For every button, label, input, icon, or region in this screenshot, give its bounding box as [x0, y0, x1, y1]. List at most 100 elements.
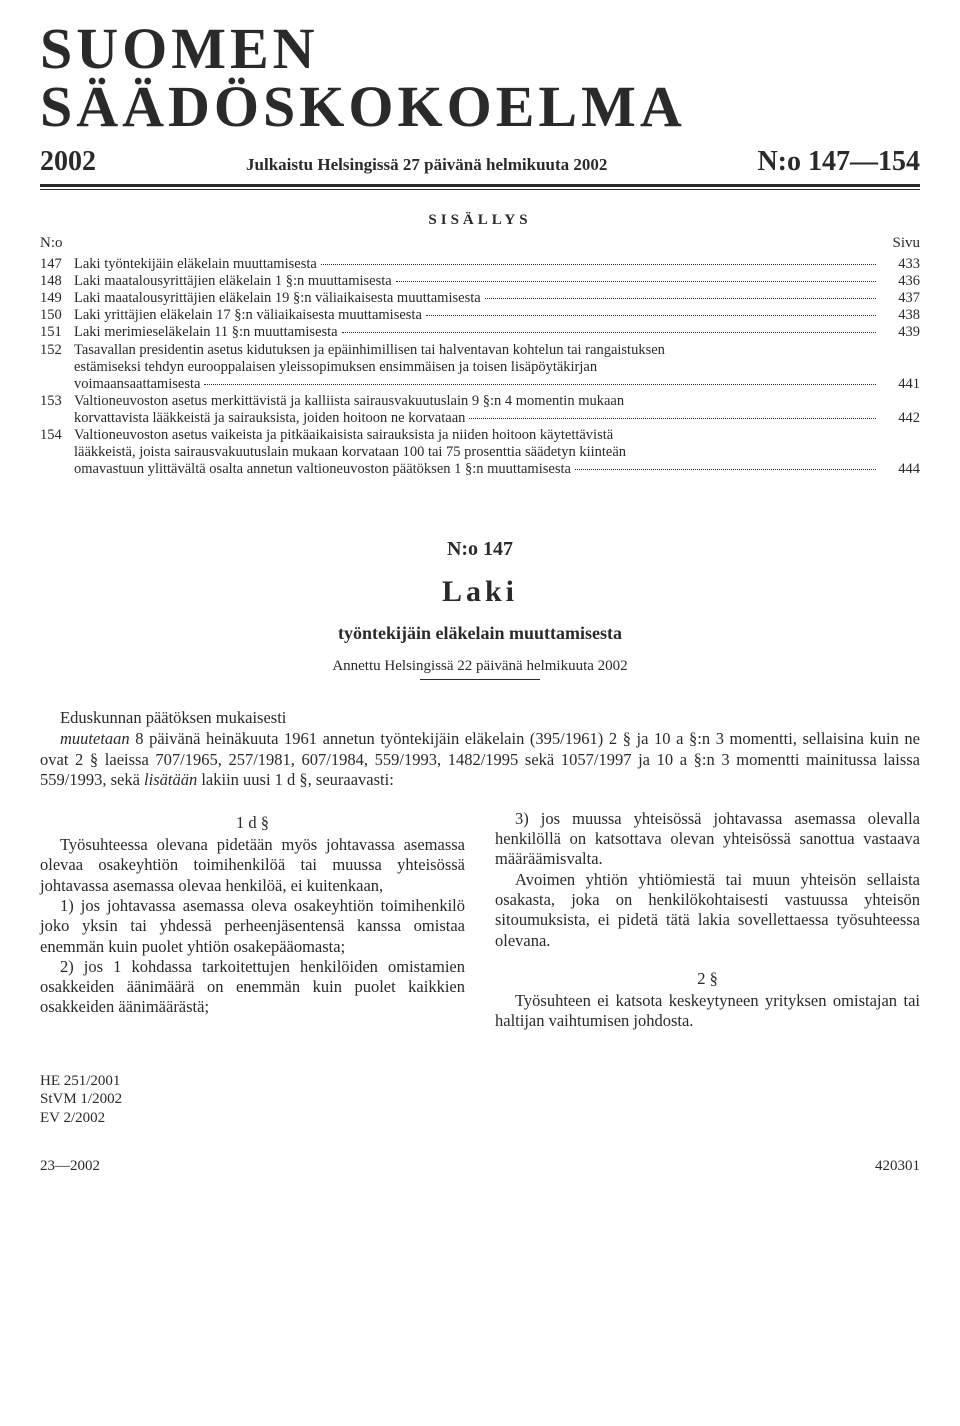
toc-item-no: 148 [40, 273, 74, 290]
toc-item-page: 442 [880, 410, 920, 427]
toc-item-desc: lääkkeistä, joista sairausvakuutuslain m… [74, 444, 880, 461]
footer-right: 420301 [875, 1158, 920, 1175]
toc-row: 154Valtioneuvoston asetus vaikeista ja p… [40, 427, 920, 444]
intro-line-2: muutetaan 8 päivänä heinäkuuta 1961 anne… [40, 729, 920, 791]
intro-paragraph: Eduskunnan päätöksen mukaisesti muutetaa… [40, 708, 920, 791]
act-heading-block: N:o 147 Laki työntekijäin eläkelain muut… [40, 538, 920, 680]
dotted-leader [342, 332, 876, 333]
toc-row: omavastuun ylittävältä osalta annetun va… [40, 461, 920, 478]
section-2-label: 2 § [495, 969, 920, 989]
toc-row: korvattavista lääkkeistä ja sairauksista… [40, 410, 920, 427]
left-para-1: Työsuhteessa olevana pidetään myös johta… [40, 835, 465, 896]
toc-row: lääkkeistä, joista sairausvakuutuslain m… [40, 444, 920, 461]
toc-item-no: 151 [40, 324, 74, 341]
left-column: 1 d § Työsuhteessa olevana pidetään myös… [40, 809, 465, 1032]
dotted-leader [204, 384, 876, 385]
toc-item-page: 439 [880, 324, 920, 341]
ref-line: StVM 1/2002 [40, 1090, 920, 1109]
double-rule [40, 184, 920, 190]
references: HE 251/2001 StVM 1/2002 EV 2/2002 [40, 1072, 920, 1128]
toc-item-page: 437 [880, 290, 920, 307]
footer-left: 23—2002 [40, 1158, 100, 1175]
ref-line: EV 2/2002 [40, 1109, 920, 1128]
left-para-2: 1) jos johtavassa asemassa oleva osakeyh… [40, 896, 465, 957]
issue-range: N:o 147—154 [757, 146, 920, 178]
toc-item-desc: estämiseksi tehdyn eurooppalaisen yleiss… [74, 359, 880, 376]
intro-lisataan: lisätään [144, 770, 197, 789]
toc-item-desc: korvattavista lääkkeistä ja sairauksista… [74, 410, 880, 427]
intro-text-3: lakiin uusi 1 d §, seuraavasti: [197, 770, 394, 789]
toc-item-no: 152 [40, 342, 74, 359]
toc-item-desc: Laki maatalousyrittäjien eläkelain 19 §:… [74, 290, 880, 307]
toc-item-no [40, 359, 74, 376]
toc-item-no [40, 444, 74, 461]
toc-item-page: 444 [880, 461, 920, 478]
subhead-row: 2002 Julkaistu Helsingissä 27 päivänä he… [40, 146, 920, 178]
toc-item-page: 438 [880, 307, 920, 324]
toc-table: 147Laki työntekijäin eläkelain muuttamis… [40, 256, 920, 478]
right-para-2: Avoimen yhtiön yhtiömiestä tai muun yhte… [495, 870, 920, 951]
toc-item-desc: Tasavallan presidentin asetus kidutuksen… [74, 342, 880, 359]
toc-item-no: 147 [40, 256, 74, 273]
intro-muutetaan: muutetaan [60, 729, 130, 748]
toc-title: SISÄLLYS [40, 212, 920, 229]
right-column: 3) jos muussa yhteisössä johtavassa asem… [495, 809, 920, 1032]
toc-row: voimaansaattamisesta441 [40, 376, 920, 393]
left-para-3: 2) jos 1 kohdassa tarkoitettujen henkilö… [40, 957, 465, 1018]
dotted-leader [426, 315, 876, 316]
toc-item-desc: Laki yrittäjien eläkelain 17 §:n väliaik… [74, 307, 880, 324]
two-column-body: 1 d § Työsuhteessa olevana pidetään myös… [40, 809, 920, 1032]
toc-row: 153Valtioneuvoston asetus merkittävistä … [40, 393, 920, 410]
toc-row: 151Laki merimieseläkelain 11 §:n muuttam… [40, 324, 920, 341]
toc-item-no [40, 410, 74, 427]
toc-item-desc: Valtioneuvoston asetus vaikeista ja pitk… [74, 427, 880, 444]
act-word: Laki [40, 575, 920, 609]
toc-item-no: 149 [40, 290, 74, 307]
publication-year: 2002 [40, 146, 96, 178]
dotted-leader [575, 469, 876, 470]
act-given-line: Annettu Helsingissä 22 päivänä helmikuut… [40, 658, 920, 675]
toc-header-row: N:o Sivu [40, 235, 920, 252]
toc-item-desc: Laki merimieseläkelain 11 §:n muuttamise… [74, 324, 880, 341]
page-footer: 23—2002 420301 [40, 1158, 920, 1175]
dotted-leader [396, 281, 876, 282]
act-number: N:o 147 [40, 538, 920, 561]
toc-row: 147Laki työntekijäin eläkelain muuttamis… [40, 256, 920, 273]
toc-item-no: 153 [40, 393, 74, 410]
toc-item-page: 441 [880, 376, 920, 393]
right-para-3: Työsuhteen ei katsota keskeytyneen yrity… [495, 991, 920, 1032]
right-para-1: 3) jos muussa yhteisössä johtavassa asem… [495, 809, 920, 870]
toc-item-page: 436 [880, 273, 920, 290]
toc-item-no: 154 [40, 427, 74, 444]
act-rule [420, 679, 540, 680]
publication-place-date: Julkaistu Helsingissä 27 päivänä helmiku… [246, 155, 607, 175]
table-of-contents: SISÄLLYS N:o Sivu 147Laki työntekijäin e… [40, 212, 920, 478]
toc-item-page [880, 427, 920, 444]
toc-item-desc: Laki maatalousyrittäjien eläkelain 1 §:n… [74, 273, 880, 290]
toc-row: 152Tasavallan presidentin asetus kidutuk… [40, 342, 920, 359]
toc-item-desc: omavastuun ylittävältä osalta annetun va… [74, 461, 880, 478]
toc-row: 150Laki yrittäjien eläkelain 17 §:n väli… [40, 307, 920, 324]
toc-item-desc: voimaansaattamisesta [74, 376, 880, 393]
dotted-leader [485, 298, 876, 299]
toc-header-page: Sivu [892, 235, 920, 252]
dotted-leader [469, 418, 876, 419]
section-1d-label: 1 d § [40, 813, 465, 833]
toc-item-page [880, 342, 920, 359]
toc-row: 148Laki maatalousyrittäjien eläkelain 1 … [40, 273, 920, 290]
ref-line: HE 251/2001 [40, 1072, 920, 1091]
publication-masthead: SUOMEN SÄÄDÖSKOKOELMA [40, 20, 920, 136]
toc-item-page [880, 359, 920, 376]
dotted-leader [321, 264, 876, 265]
intro-line-1: Eduskunnan päätöksen mukaisesti [40, 708, 920, 729]
toc-header-no: N:o [40, 235, 63, 252]
toc-item-no: 150 [40, 307, 74, 324]
toc-item-no [40, 376, 74, 393]
toc-item-page [880, 444, 920, 461]
toc-item-no [40, 461, 74, 478]
toc-item-desc: Valtioneuvoston asetus merkittävistä ja … [74, 393, 880, 410]
toc-row: 149Laki maatalousyrittäjien eläkelain 19… [40, 290, 920, 307]
toc-row: estämiseksi tehdyn eurooppalaisen yleiss… [40, 359, 920, 376]
toc-item-page [880, 393, 920, 410]
toc-item-desc: Laki työntekijäin eläkelain muuttamisest… [74, 256, 880, 273]
